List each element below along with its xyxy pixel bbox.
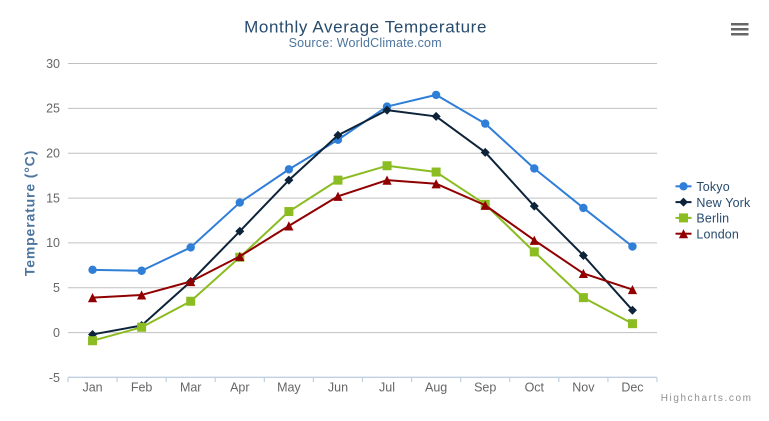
svg-text:Nov: Nov	[572, 380, 595, 394]
svg-text:Highcharts.com: Highcharts.com	[661, 393, 753, 404]
svg-text:Mar: Mar	[180, 380, 202, 394]
svg-text:Feb: Feb	[131, 380, 153, 394]
svg-text:-5: -5	[49, 371, 60, 385]
svg-text:Tokyo: Tokyo	[696, 180, 729, 194]
svg-text:Dec: Dec	[621, 380, 643, 394]
svg-text:20: 20	[46, 147, 60, 161]
svg-text:Jul: Jul	[379, 380, 395, 394]
svg-text:15: 15	[46, 191, 60, 205]
svg-text:Berlin: Berlin	[696, 212, 729, 226]
svg-text:Jan: Jan	[82, 380, 102, 394]
svg-text:10: 10	[46, 236, 60, 250]
svg-text:Source: WorldClimate.com: Source: WorldClimate.com	[289, 36, 442, 50]
svg-text:Temperature (°C): Temperature (°C)	[22, 150, 38, 276]
svg-text:Sep: Sep	[474, 380, 496, 394]
svg-text:Jun: Jun	[328, 380, 348, 394]
svg-text:Oct: Oct	[525, 380, 545, 394]
svg-text:Apr: Apr	[230, 380, 249, 394]
svg-text:5: 5	[53, 281, 60, 295]
svg-text:25: 25	[46, 102, 60, 116]
svg-text:London: London	[696, 227, 739, 241]
svg-text:May: May	[277, 380, 301, 394]
svg-text:New York: New York	[696, 196, 751, 210]
svg-text:Aug: Aug	[425, 380, 447, 394]
svg-text:0: 0	[53, 326, 60, 340]
svg-text:Monthly Average Temperature: Monthly Average Temperature	[244, 18, 487, 37]
svg-text:30: 30	[46, 57, 60, 71]
